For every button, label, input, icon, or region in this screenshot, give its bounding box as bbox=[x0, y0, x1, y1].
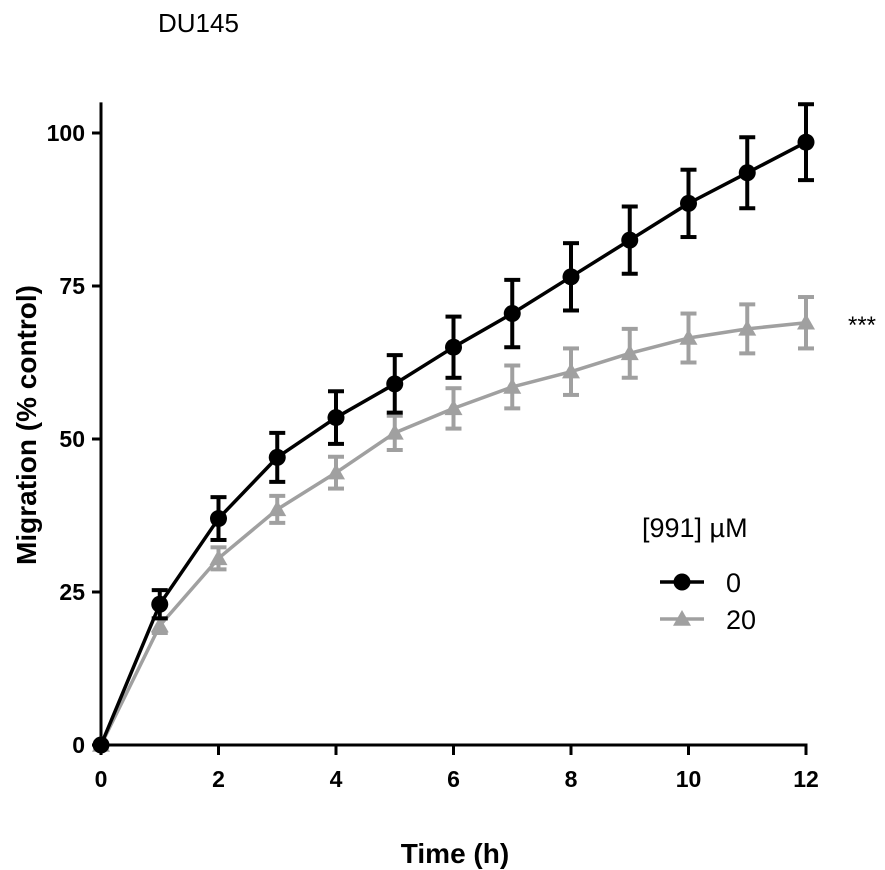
data-point bbox=[385, 423, 404, 440]
legend-title: [991] µM bbox=[642, 513, 748, 543]
data-point bbox=[150, 616, 169, 633]
series-20 bbox=[92, 295, 815, 752]
legend-marker bbox=[673, 610, 691, 626]
data-point bbox=[621, 231, 639, 249]
legend-marker bbox=[673, 573, 691, 591]
x-tick-label: 12 bbox=[793, 766, 819, 792]
data-point bbox=[151, 595, 169, 613]
legend: [991] µM 020 bbox=[642, 513, 756, 635]
data-point bbox=[327, 409, 345, 427]
x-tick-label: 8 bbox=[565, 766, 578, 792]
y-tick-label: 0 bbox=[72, 732, 85, 758]
data-point bbox=[738, 319, 757, 336]
data-point bbox=[562, 362, 580, 379]
x-axis-label: Time (h) bbox=[401, 838, 509, 869]
data-point bbox=[386, 375, 404, 393]
x-axis-ticks: 0 2 4 6 8 10 12 bbox=[95, 745, 819, 792]
series-0 bbox=[92, 102, 815, 754]
y-axis-label: Migration (% control) bbox=[11, 285, 42, 565]
data-point bbox=[210, 510, 227, 528]
data-point bbox=[92, 736, 110, 754]
chart-title: DU145 bbox=[158, 8, 239, 38]
x-tick-label: 6 bbox=[447, 766, 460, 792]
y-tick-label: 50 bbox=[59, 426, 85, 452]
series-line bbox=[99, 140, 807, 746]
x-tick-label: 0 bbox=[95, 766, 108, 792]
x-tick-label: 2 bbox=[212, 766, 225, 792]
data-point bbox=[797, 133, 815, 151]
data-point bbox=[444, 399, 463, 416]
data-point bbox=[503, 377, 522, 394]
data-point bbox=[503, 305, 521, 323]
y-tick-label: 75 bbox=[59, 273, 85, 299]
y-axis-ticks: 0 25 50 75 100 bbox=[47, 120, 101, 758]
x-tick-label: 10 bbox=[676, 766, 702, 792]
axes: 0 25 50 75 100 0 2 4 6 8 10 12 bbox=[47, 102, 819, 792]
y-tick-label: 25 bbox=[59, 579, 85, 605]
data-point bbox=[445, 338, 462, 356]
significance-annotation: *** bbox=[848, 312, 876, 339]
data-point bbox=[268, 448, 286, 466]
data-point bbox=[209, 549, 228, 566]
x-tick-label: 4 bbox=[330, 766, 343, 792]
data-point bbox=[797, 313, 815, 330]
legend-items: 020 bbox=[660, 568, 756, 635]
data-point bbox=[620, 344, 639, 361]
data-point bbox=[679, 329, 698, 345]
legend-item-0: 0 bbox=[660, 568, 741, 598]
data-point bbox=[680, 194, 697, 212]
legend-item-20: 20 bbox=[660, 605, 756, 635]
data-point bbox=[562, 268, 580, 286]
data-point bbox=[327, 463, 345, 480]
data-point bbox=[738, 164, 756, 182]
legend-label: 20 bbox=[726, 605, 756, 635]
plot-area bbox=[92, 102, 815, 754]
data-point bbox=[268, 500, 287, 517]
legend-label: 0 bbox=[726, 568, 741, 598]
y-tick-label: 100 bbox=[47, 120, 85, 146]
